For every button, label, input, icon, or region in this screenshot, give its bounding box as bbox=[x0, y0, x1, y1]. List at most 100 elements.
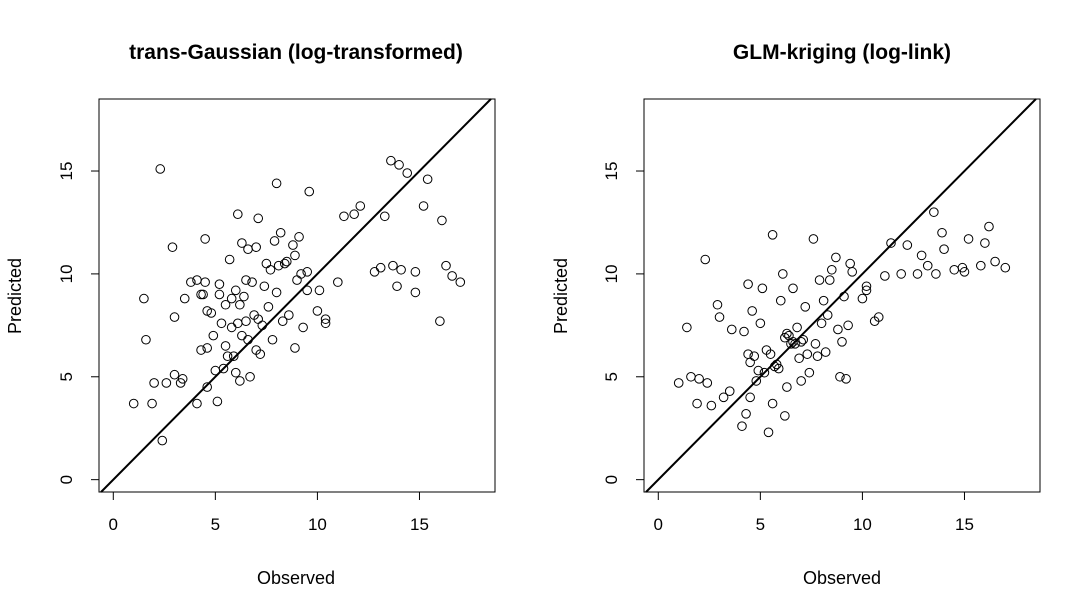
data-point bbox=[226, 322, 237, 333]
data-point bbox=[141, 334, 151, 345]
x-axis-label: Observed bbox=[803, 568, 881, 588]
data-point bbox=[233, 318, 243, 329]
data-point bbox=[990, 256, 1000, 267]
data-point bbox=[418, 201, 429, 211]
data-point bbox=[682, 322, 692, 333]
data-point bbox=[296, 269, 306, 279]
data-point bbox=[816, 318, 827, 329]
data-point bbox=[857, 293, 868, 304]
y-axis-label: Predicted bbox=[5, 258, 25, 334]
scatter-panel-glm-kriging: GLM-kriging (log-link) Observed Predicte… bbox=[551, 41, 1041, 588]
data-point bbox=[775, 295, 786, 306]
data-point bbox=[263, 302, 274, 312]
data-point bbox=[796, 376, 806, 386]
data-point bbox=[929, 207, 939, 217]
data-point bbox=[824, 275, 835, 285]
x-tick-label: 15 bbox=[955, 515, 974, 534]
data-point bbox=[298, 322, 308, 333]
data-point bbox=[912, 269, 923, 279]
data-point bbox=[804, 367, 815, 378]
data-point bbox=[167, 242, 178, 252]
data-point bbox=[202, 382, 212, 392]
data-point bbox=[810, 339, 821, 349]
data-point bbox=[210, 365, 221, 376]
data-point bbox=[290, 250, 300, 261]
data-point bbox=[800, 302, 811, 312]
data-point bbox=[281, 256, 292, 267]
data-point bbox=[355, 201, 366, 211]
x-tick-label: 5 bbox=[756, 515, 765, 534]
data-point bbox=[259, 281, 270, 292]
data-point bbox=[243, 334, 253, 345]
data-point bbox=[780, 411, 790, 421]
data-point bbox=[271, 287, 282, 298]
data-point bbox=[847, 267, 858, 277]
data-point bbox=[369, 267, 380, 277]
data-point bbox=[763, 427, 774, 438]
data-point bbox=[814, 275, 825, 285]
data-point bbox=[767, 230, 778, 240]
data-point bbox=[220, 341, 231, 351]
data-point bbox=[786, 339, 796, 349]
data-point bbox=[435, 316, 445, 327]
data-point bbox=[239, 291, 249, 302]
data-point bbox=[692, 398, 702, 409]
data-point bbox=[388, 260, 398, 271]
data-point bbox=[394, 160, 404, 170]
data-point bbox=[747, 306, 757, 316]
data-point bbox=[339, 211, 349, 222]
data-point bbox=[186, 277, 196, 287]
data-point bbox=[396, 264, 406, 275]
data-point bbox=[149, 378, 159, 388]
y-tick-label: 15 bbox=[602, 162, 621, 181]
data-point bbox=[745, 357, 755, 368]
data-point bbox=[320, 318, 331, 329]
data-point bbox=[880, 271, 890, 281]
data-point bbox=[320, 314, 331, 324]
data-point bbox=[886, 238, 896, 248]
scatter-panel-trans-gaussian: trans-Gaussian (log-transformed) Observe… bbox=[5, 41, 496, 588]
data-point bbox=[796, 336, 806, 347]
data-point bbox=[673, 378, 684, 388]
data-point bbox=[790, 339, 800, 349]
data-point bbox=[314, 285, 325, 296]
data-point bbox=[802, 349, 813, 359]
data-point bbox=[257, 320, 268, 331]
data-point bbox=[447, 271, 457, 281]
data-point bbox=[139, 293, 149, 304]
plot-frame bbox=[98, 98, 496, 493]
data-point bbox=[253, 213, 264, 224]
y-tick-label: 0 bbox=[602, 475, 621, 484]
data-point bbox=[694, 374, 704, 384]
data-point bbox=[726, 324, 737, 335]
data-point bbox=[386, 155, 396, 166]
data-point bbox=[749, 351, 760, 361]
data-point bbox=[937, 227, 947, 238]
data-point bbox=[265, 264, 276, 275]
data-point bbox=[700, 254, 711, 265]
data-point bbox=[741, 409, 751, 419]
data-point bbox=[155, 164, 166, 174]
data-point bbox=[963, 234, 974, 244]
data-point bbox=[179, 293, 190, 304]
data-point bbox=[792, 322, 802, 333]
y-tick-label: 10 bbox=[57, 264, 76, 283]
data-point bbox=[192, 275, 202, 285]
data-point bbox=[235, 299, 245, 310]
data-point bbox=[273, 260, 284, 271]
data-point bbox=[743, 279, 753, 289]
data-point bbox=[737, 421, 747, 431]
data-point bbox=[241, 316, 251, 327]
data-point bbox=[230, 285, 241, 296]
data-point bbox=[422, 174, 433, 185]
data-point bbox=[302, 285, 313, 296]
y-tick-label: 5 bbox=[57, 372, 76, 381]
data-point bbox=[267, 334, 278, 345]
data-point bbox=[375, 262, 386, 273]
data-point bbox=[237, 330, 247, 341]
data-point bbox=[243, 244, 253, 255]
data-point bbox=[226, 293, 237, 304]
data-point bbox=[196, 289, 206, 300]
x-tick-label: 10 bbox=[308, 515, 327, 534]
